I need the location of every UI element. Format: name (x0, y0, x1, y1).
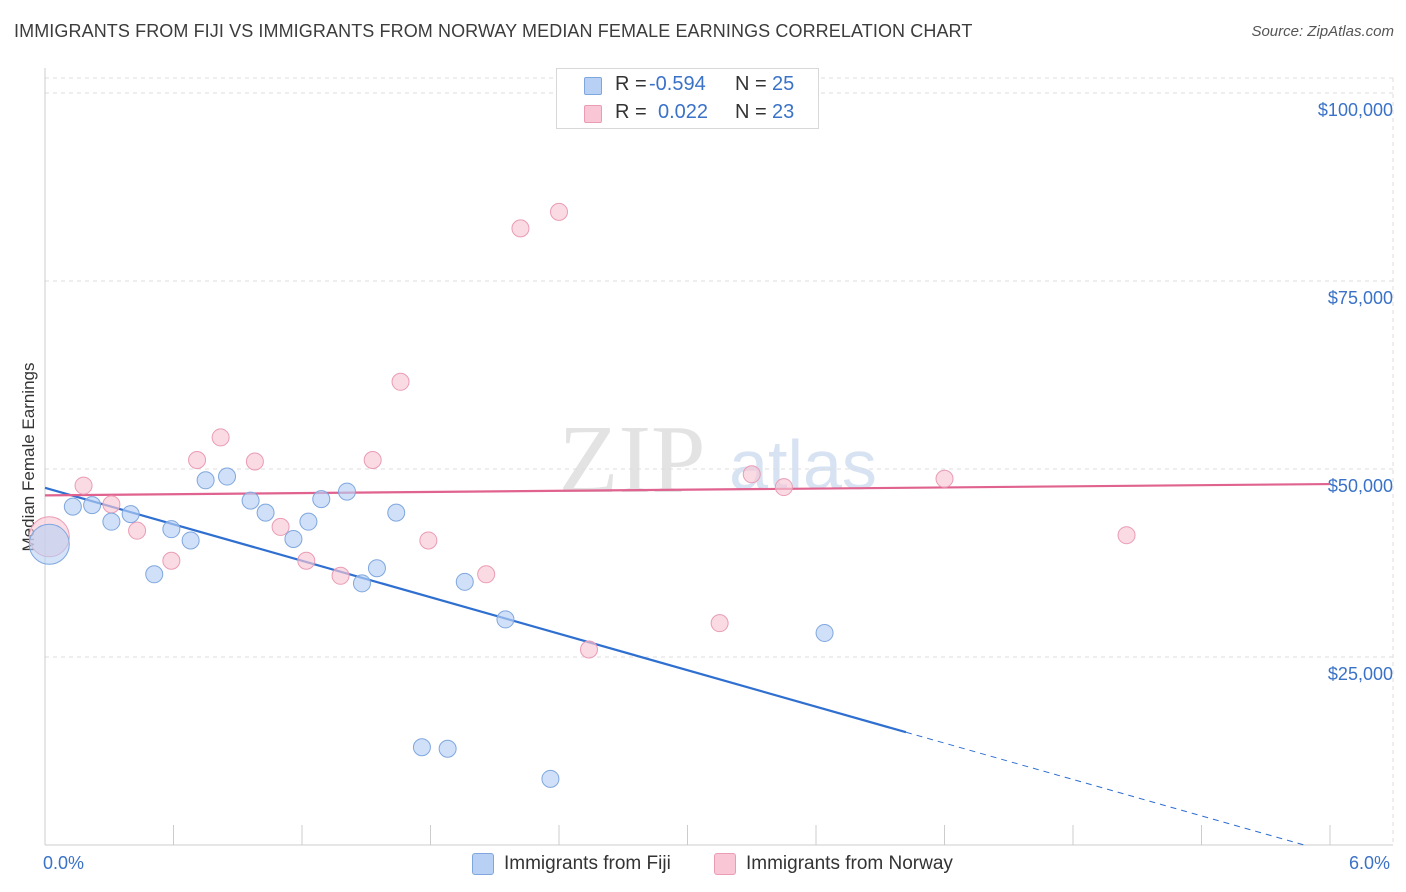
fiji-point (815, 623, 834, 642)
fiji-n-label: N = (735, 73, 767, 95)
fiji-point (387, 503, 406, 522)
fiji-point (145, 565, 164, 584)
norway-point (211, 428, 230, 447)
norway-point (710, 614, 729, 633)
norway-n-label: N = (735, 101, 767, 123)
chart-title: IMMIGRANTS FROM FIJI VS IMMIGRANTS FROM … (14, 21, 973, 41)
norway-point (935, 469, 954, 488)
fiji-point (337, 482, 356, 501)
norway-trend-line (44, 482, 1331, 497)
fiji-point (352, 574, 371, 593)
fiji-r-label: R = (615, 73, 647, 95)
x-tick-label-min: 0.0% (43, 853, 85, 873)
fiji-point (162, 520, 181, 539)
norway-r-value: 0.022 (658, 101, 709, 123)
fiji-trend-extension (905, 731, 1305, 846)
norway-point (391, 372, 410, 391)
norway-point (271, 517, 290, 536)
norway-n-value: 23 (772, 101, 795, 123)
fiji-point (181, 531, 200, 550)
fiji-point (218, 467, 237, 486)
stats-row-fiji: R = -0.594 N = 25 (557, 73, 818, 99)
legend-fiji-swatch (472, 853, 494, 875)
norway-point (74, 476, 93, 495)
fiji-point (241, 491, 260, 510)
norway-point (742, 465, 761, 484)
stats-legend-box: R = -0.594 N = 25 R = 0.022 N = 23 (556, 68, 819, 129)
legend-fiji-label: Immigrants from Fiji (504, 853, 671, 874)
fiji-point (438, 739, 457, 758)
legend-norway-label: Immigrants from Norway (746, 853, 953, 874)
norway-point (102, 495, 121, 514)
norway-point (297, 551, 316, 570)
norway-point (162, 551, 181, 570)
fiji-trend-line (44, 486, 907, 734)
fiji-point (102, 512, 121, 531)
norway-r-label: R = (615, 101, 647, 123)
stats-row-norway: R = 0.022 N = 23 (557, 101, 818, 127)
watermark-zip: ZIP (559, 406, 706, 514)
watermark-atlas: atlas (729, 426, 877, 504)
fiji-point (121, 505, 140, 524)
norway-point (331, 566, 350, 585)
norway-point (363, 450, 382, 469)
fiji-n-value: 25 (772, 73, 795, 95)
fiji-r-value: -0.594 (649, 73, 706, 95)
norway-swatch (584, 105, 602, 123)
norway-point (550, 202, 568, 221)
norway-point (245, 452, 264, 471)
source-credit: Source: ZipAtlas.com (1251, 23, 1394, 40)
fiji-point (299, 512, 318, 531)
norway-point (579, 640, 598, 659)
fiji-point (83, 496, 102, 515)
y-tick-labels: $25,000 $50,000 $75,000 $100,000 (1318, 100, 1393, 684)
x-tick-label-max: 6.0% (1349, 853, 1391, 873)
norway-point (188, 450, 207, 469)
fiji-swatch (584, 77, 602, 95)
y-tick-label: $75,000 (1328, 288, 1393, 308)
axes (44, 68, 1393, 846)
norway-point (477, 565, 496, 584)
fiji-point (496, 610, 515, 629)
y-tick-label: $100,000 (1318, 100, 1393, 120)
fiji-point (455, 572, 474, 591)
fiji-point (367, 559, 386, 578)
fiji-point (63, 497, 82, 516)
norway-point (774, 478, 793, 497)
norway-point (128, 521, 147, 540)
legend-norway-swatch (714, 853, 736, 875)
fiji-point (284, 529, 303, 548)
norway-point (1117, 526, 1136, 545)
norway-point (419, 531, 438, 550)
y-tick-label: $50,000 (1328, 476, 1393, 496)
fiji-point (541, 769, 560, 788)
fiji-point (256, 503, 275, 522)
fiji-points (28, 467, 834, 788)
fiji-point (28, 523, 70, 565)
norway-point (511, 219, 530, 238)
trend-lines (44, 482, 1331, 846)
fiji-point (312, 490, 331, 509)
fiji-point (412, 738, 431, 757)
fiji-point (196, 471, 215, 490)
y-tick-label: $25,000 (1328, 664, 1393, 684)
